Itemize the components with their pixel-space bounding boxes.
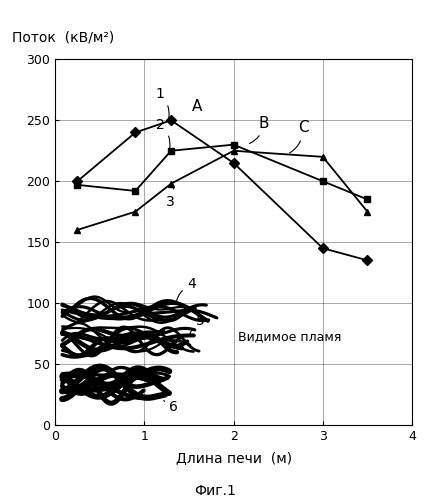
Text: A: A xyxy=(191,98,202,114)
Text: B: B xyxy=(249,116,268,143)
Text: Фиг.1: Фиг.1 xyxy=(194,484,236,498)
Text: 6: 6 xyxy=(163,400,178,414)
Text: C: C xyxy=(289,120,308,153)
Text: 4: 4 xyxy=(175,278,196,304)
X-axis label: Длина печи  (м): Длина печи (м) xyxy=(175,451,291,465)
Text: 1: 1 xyxy=(155,88,169,118)
Text: 3: 3 xyxy=(166,186,174,208)
Text: Поток  (кВ/м²): Поток (кВ/м²) xyxy=(12,31,114,45)
Text: 2: 2 xyxy=(156,118,169,148)
Text: Видимое пламя: Видимое пламя xyxy=(237,330,341,344)
Text: 5: 5 xyxy=(189,314,204,334)
